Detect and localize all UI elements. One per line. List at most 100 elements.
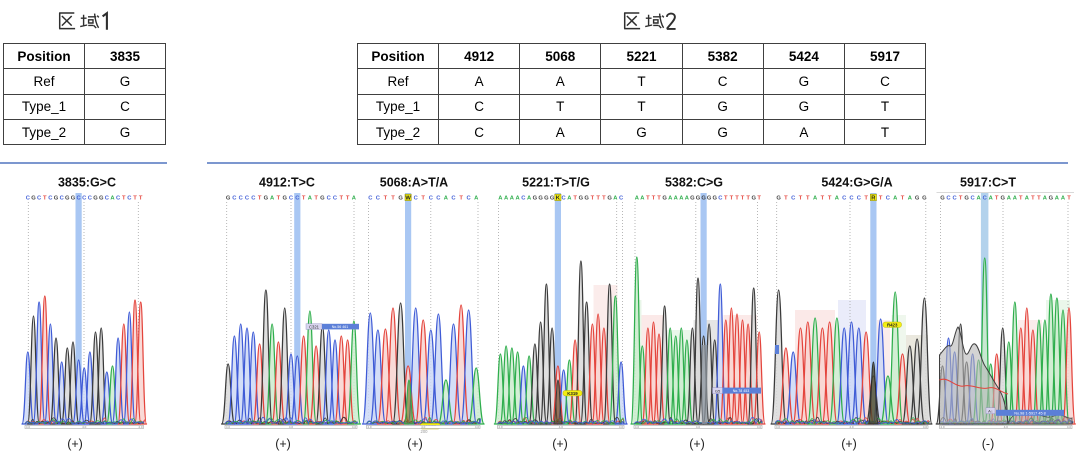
svg-text:G: G — [922, 196, 927, 202]
svg-text:(+): (+) — [689, 437, 705, 451]
svg-text:4.0: 4.0 — [289, 425, 294, 429]
svg-text:C: C — [239, 196, 244, 202]
svg-text:C: C — [619, 196, 624, 202]
svg-text:G: G — [264, 196, 269, 202]
svg-text:A: A — [1013, 196, 1018, 202]
svg-text:G5: G5 — [715, 388, 721, 393]
svg-text:5917:C>T: 5917:C>T — [960, 176, 1016, 190]
svg-text:4.0: 4.0 — [940, 425, 945, 429]
svg-text:T: T — [346, 196, 350, 202]
svg-text:C: C — [289, 196, 294, 202]
svg-text:A: A — [679, 196, 684, 202]
svg-text:C: C — [983, 196, 988, 202]
svg-text:T: T — [391, 196, 395, 202]
svg-text:4.0: 4.0 — [1004, 425, 1009, 429]
svg-text:G: G — [776, 196, 781, 202]
svg-text:T: T — [133, 196, 137, 202]
svg-text:C: C — [849, 196, 854, 202]
svg-text:C: C — [127, 196, 132, 202]
svg-text:4.0: 4.0 — [559, 425, 564, 429]
svg-text:C: C — [718, 196, 723, 202]
svg-text:T: T — [724, 196, 728, 202]
svg-text:G: G — [1049, 196, 1054, 202]
svg-text:A: A — [674, 196, 679, 202]
svg-text:C: C — [105, 196, 110, 202]
svg-text:T: T — [340, 196, 344, 202]
svg-text:C: C — [842, 196, 847, 202]
svg-text:A: A — [498, 196, 503, 202]
svg-text:5424:G>G/A: 5424:G>G/A — [821, 176, 892, 190]
svg-text:C: C — [368, 196, 373, 202]
svg-text:G: G — [690, 196, 695, 202]
svg-text:G: G — [99, 196, 104, 202]
svg-text:A: A — [893, 196, 898, 202]
svg-text:G: G — [550, 196, 555, 202]
svg-text:A: A — [1043, 196, 1048, 202]
svg-text:T: T — [821, 196, 825, 202]
svg-text:C: C — [791, 196, 796, 202]
svg-text:G: G — [701, 196, 706, 202]
svg-text:5221:T>T/G: 5221:T>T/G — [522, 176, 590, 190]
svg-text:T: T — [959, 196, 963, 202]
svg-text:T: T — [657, 196, 661, 202]
svg-text:A: A — [1061, 196, 1066, 202]
svg-text:A: A — [1055, 196, 1060, 202]
svg-text:A: A — [1007, 196, 1012, 202]
svg-text:3835:G>C: 3835:G>C — [58, 176, 116, 190]
svg-text:C: C — [37, 196, 42, 202]
svg-text:C: C — [327, 196, 332, 202]
svg-text:T: T — [314, 196, 318, 202]
svg-text:G: G — [662, 196, 667, 202]
svg-text:G: G — [579, 196, 584, 202]
svg-text:G: G — [584, 196, 589, 202]
svg-text:C: C — [116, 196, 121, 202]
svg-text:A↓: A↓ — [988, 408, 993, 413]
svg-text:T: T — [879, 196, 883, 202]
svg-text:T: T — [746, 196, 750, 202]
svg-text:A: A — [835, 196, 840, 202]
svg-text:4.0: 4.0 — [776, 425, 781, 429]
svg-text:T: T — [139, 196, 143, 202]
svg-text:T: T — [735, 196, 739, 202]
svg-text:A: A — [989, 196, 994, 202]
svg-text:T: T — [652, 196, 656, 202]
svg-text:A: A — [352, 196, 357, 202]
svg-text:A: A — [527, 196, 532, 202]
svg-text:4.0: 4.0 — [498, 425, 503, 429]
svg-text:K: K — [556, 196, 561, 202]
svg-text:A: A — [516, 196, 521, 202]
svg-text:T: T — [277, 196, 281, 202]
svg-text:G: G — [398, 196, 403, 202]
svg-text:T: T — [602, 196, 606, 202]
svg-text:T: T — [596, 196, 600, 202]
svg-text:T: T — [573, 196, 577, 202]
svg-text:T: T — [122, 196, 126, 202]
svg-text:T: T — [591, 196, 595, 202]
svg-text:A: A — [567, 196, 572, 202]
svg-text:A: A — [640, 196, 645, 202]
svg-text:4.0: 4.0 — [923, 425, 928, 429]
svg-text:A: A — [1025, 196, 1030, 202]
svg-text:T: T — [1019, 196, 1023, 202]
svg-text:W: W — [405, 196, 411, 202]
svg-text:C: C — [26, 196, 31, 202]
svg-text:C: C — [971, 196, 976, 202]
svg-text:T: T — [1037, 196, 1041, 202]
svg-text:C: C — [245, 196, 250, 202]
svg-text:C: C — [60, 196, 65, 202]
svg-text:4.0: 4.0 — [421, 425, 426, 429]
svg-text:C321: C321 — [309, 324, 320, 329]
svg-text:4.0: 4.0 — [82, 425, 87, 429]
svg-text:C: C — [77, 196, 82, 202]
svg-text:C: C — [82, 196, 87, 202]
svg-text:A: A — [308, 196, 313, 202]
svg-text:G: G — [320, 196, 325, 202]
svg-text:G: G — [538, 196, 543, 202]
svg-text:4912:T>C: 4912:T>C — [259, 176, 315, 190]
svg-text:A: A — [444, 196, 449, 202]
svg-text:T: T — [258, 196, 262, 202]
svg-text:No.78 453: No.78 453 — [733, 389, 750, 393]
svg-text:A: A — [813, 196, 818, 202]
svg-text:(+): (+) — [407, 437, 423, 451]
svg-text:G: G — [65, 196, 70, 202]
